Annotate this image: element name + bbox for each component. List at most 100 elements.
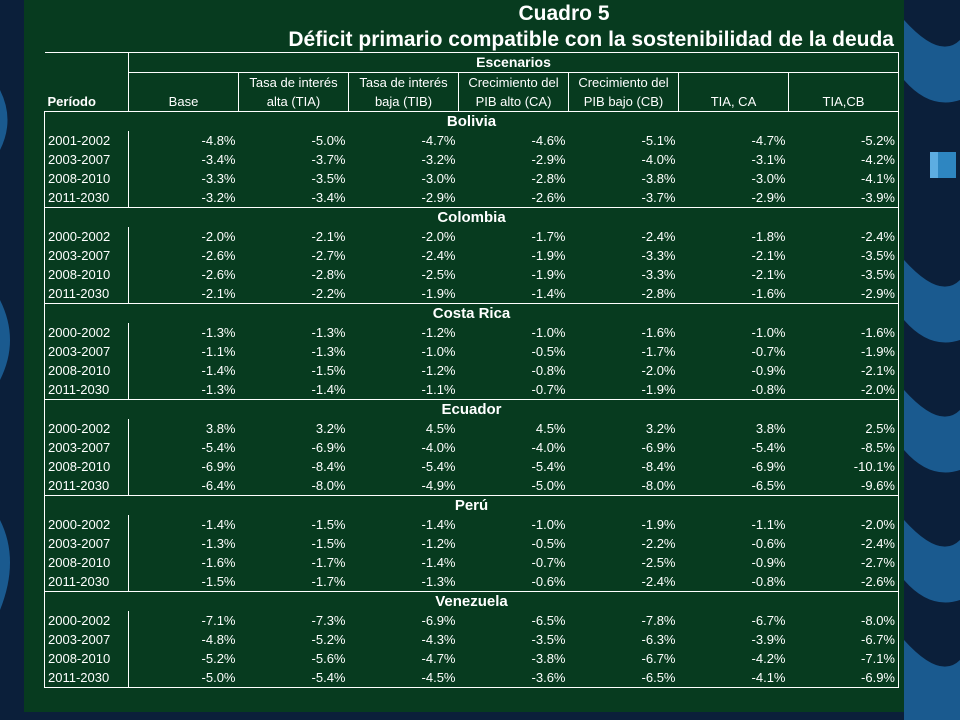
table-row: 2008-2010 -3.3% -3.5% -3.0% -2.8% -3.8% -3.0% -… — [44, 169, 899, 188]
table-row: 2008-2010 -5.2% -5.6% -4.7% -3.8% -6.7% -4.2% -… — [44, 649, 899, 668]
value-cell: -4.0% — [531, 440, 566, 455]
table-row: 2003-2007 -5.4% -6.9% -4.0% -4.0% -6.9% -5.4% -… — [44, 438, 899, 457]
value-cell: -6.9% — [201, 459, 236, 474]
value-cell: -1.9% — [568, 380, 679, 400]
value-cell: -6.5% — [531, 613, 566, 628]
value-cell: -3.0% — [751, 171, 786, 186]
value-cell: -0.8% — [678, 380, 789, 400]
value-cell: -5.0% — [458, 476, 569, 496]
value-cell: -1.0% — [421, 344, 456, 359]
value-cell: -2.5% — [421, 267, 456, 282]
value-cell: -1.6% — [788, 323, 899, 342]
value-cell: -5.4% — [531, 459, 566, 474]
value-cell: 3.2% — [315, 421, 346, 436]
value-cell: -1.8% — [751, 229, 786, 244]
value-cell: -1.1% — [751, 517, 786, 532]
value-cell: -3.2% — [421, 152, 456, 167]
value-cell: -6.9% — [788, 668, 899, 688]
col-head-bottom: baja (TIB) — [348, 92, 459, 112]
value-cell: -3.5% — [531, 632, 566, 647]
value-cell: -5.0% — [128, 668, 239, 688]
value-cell: 4.5% — [425, 421, 456, 436]
value-cell: -2.0% — [201, 229, 236, 244]
value-cell: -10.1% — [788, 457, 899, 476]
table-row: 2000-2002 -2.0% -2.1% -2.0% -1.7% -2.4% -1.8% -… — [44, 227, 899, 246]
value-cell: -2.9% — [531, 152, 566, 167]
value-cell: -4.8% — [201, 632, 236, 647]
value-cell: -1.0% — [531, 325, 566, 340]
period-cell: 2003-2007 — [44, 342, 129, 361]
col-head-bottom: TIA,CB — [788, 92, 899, 112]
col-head-bottom: PIB bajo (CB) — [568, 92, 679, 112]
value-cell: -1.2% — [421, 536, 456, 551]
col-head-top — [678, 72, 789, 92]
value-cell: -3.5% — [311, 171, 346, 186]
value-cell: -1.3% — [311, 325, 346, 340]
col-head-top — [788, 72, 899, 92]
table-row: 2008-2010 -6.9% -8.4% -5.4% -5.4% -8.4% -6.9% -… — [44, 457, 899, 476]
period-cell: 2003-2007 — [44, 150, 129, 169]
value-cell: -2.8% — [568, 284, 679, 304]
value-cell: -1.4% — [201, 517, 236, 532]
value-cell: -1.1% — [348, 380, 459, 400]
col-head-top: Tasa de interés — [238, 72, 349, 92]
table-row: 2003-2007 -1.1% -1.3% -1.0% -0.5% -1.7% -0.7% -… — [44, 342, 899, 361]
value-cell: -5.2% — [788, 131, 899, 150]
value-cell: -1.7% — [311, 555, 346, 570]
country-row: Perú — [44, 495, 899, 515]
value-cell: -2.2% — [641, 536, 676, 551]
value-cell: -5.1% — [641, 133, 676, 148]
table-row: 2008-2010 -2.6% -2.8% -2.5% -1.9% -3.3% -2.1% -… — [44, 265, 899, 284]
period-cell: 2011-2030 — [44, 668, 129, 688]
value-cell: -2.6% — [458, 188, 569, 208]
value-cell: -1.3% — [128, 380, 239, 400]
period-cell: 2003-2007 — [44, 246, 129, 265]
value-cell: -5.6% — [311, 651, 346, 666]
cube-logo-icon — [930, 152, 956, 178]
table-body: Bolivia 2001-2002 -4.8% -5.0% -4.7% -4.6% -5.1… — [44, 111, 899, 688]
period-cell: 2000-2002 — [44, 419, 129, 438]
value-cell: -1.0% — [531, 517, 566, 532]
value-cell: -1.0% — [751, 325, 786, 340]
period-cell: 2000-2002 — [44, 323, 129, 342]
value-cell: -6.3% — [641, 632, 676, 647]
value-cell: -2.6% — [201, 267, 236, 282]
period-cell: 2008-2010 — [44, 169, 129, 188]
period-cell: 2000-2002 — [44, 515, 129, 534]
value-cell: -6.9% — [641, 440, 676, 455]
col-head-bottom: PIB alto (CA) — [458, 92, 569, 112]
period-cell: 2011-2030 — [44, 380, 129, 400]
value-cell: -2.7% — [788, 553, 899, 572]
table-row: 2011-2030 -1.3% -1.4% -1.1% -0.7% -1.9% -0.8% -… — [44, 380, 899, 400]
value-cell: -3.2% — [128, 188, 239, 208]
period-cell: 2011-2030 — [44, 188, 129, 208]
table-row: 2011-2030 -3.2% -3.4% -2.9% -2.6% -3.7% -2.9% -… — [44, 188, 899, 208]
col-head-bottom: TIA, CA — [678, 92, 789, 112]
value-cell: -0.5% — [531, 536, 566, 551]
value-cell: -1.5% — [311, 517, 346, 532]
value-cell: -8.0% — [238, 476, 349, 496]
table-row: 2003-2007 -3.4% -3.7% -3.2% -2.9% -4.0% -3.1% -… — [44, 150, 899, 169]
value-cell: -1.7% — [531, 229, 566, 244]
value-cell: -6.7% — [641, 651, 676, 666]
value-cell: -4.0% — [641, 152, 676, 167]
value-cell: -7.3% — [311, 613, 346, 628]
value-cell: -5.2% — [311, 632, 346, 647]
value-cell: -3.5% — [788, 265, 899, 284]
country-row: Bolivia — [44, 111, 899, 131]
value-cell: -1.6% — [201, 555, 236, 570]
value-cell: -0.7% — [531, 555, 566, 570]
value-cell: -1.4% — [458, 284, 569, 304]
value-cell: -4.0% — [421, 440, 456, 455]
value-cell: -4.9% — [348, 476, 459, 496]
table-row: 2000-2002 3.8% 3.2% 4.5% 4.5% 3.2% 3.8% 2.5% — [44, 419, 899, 438]
value-cell: -1.5% — [128, 572, 239, 592]
table-row: 2001-2002 -4.8% -5.0% -4.7% -4.6% -5.1% -4.7% -… — [44, 131, 899, 150]
value-cell: -6.9% — [751, 459, 786, 474]
table-row: 2011-2030 -2.1% -2.2% -1.9% -1.4% -2.8% -1.6% -… — [44, 284, 899, 304]
value-cell: -1.5% — [311, 536, 346, 551]
country-row: Venezuela — [44, 591, 899, 611]
col-head-bottom: Base — [128, 92, 239, 112]
value-cell: -3.7% — [311, 152, 346, 167]
value-cell: -1.9% — [531, 267, 566, 282]
